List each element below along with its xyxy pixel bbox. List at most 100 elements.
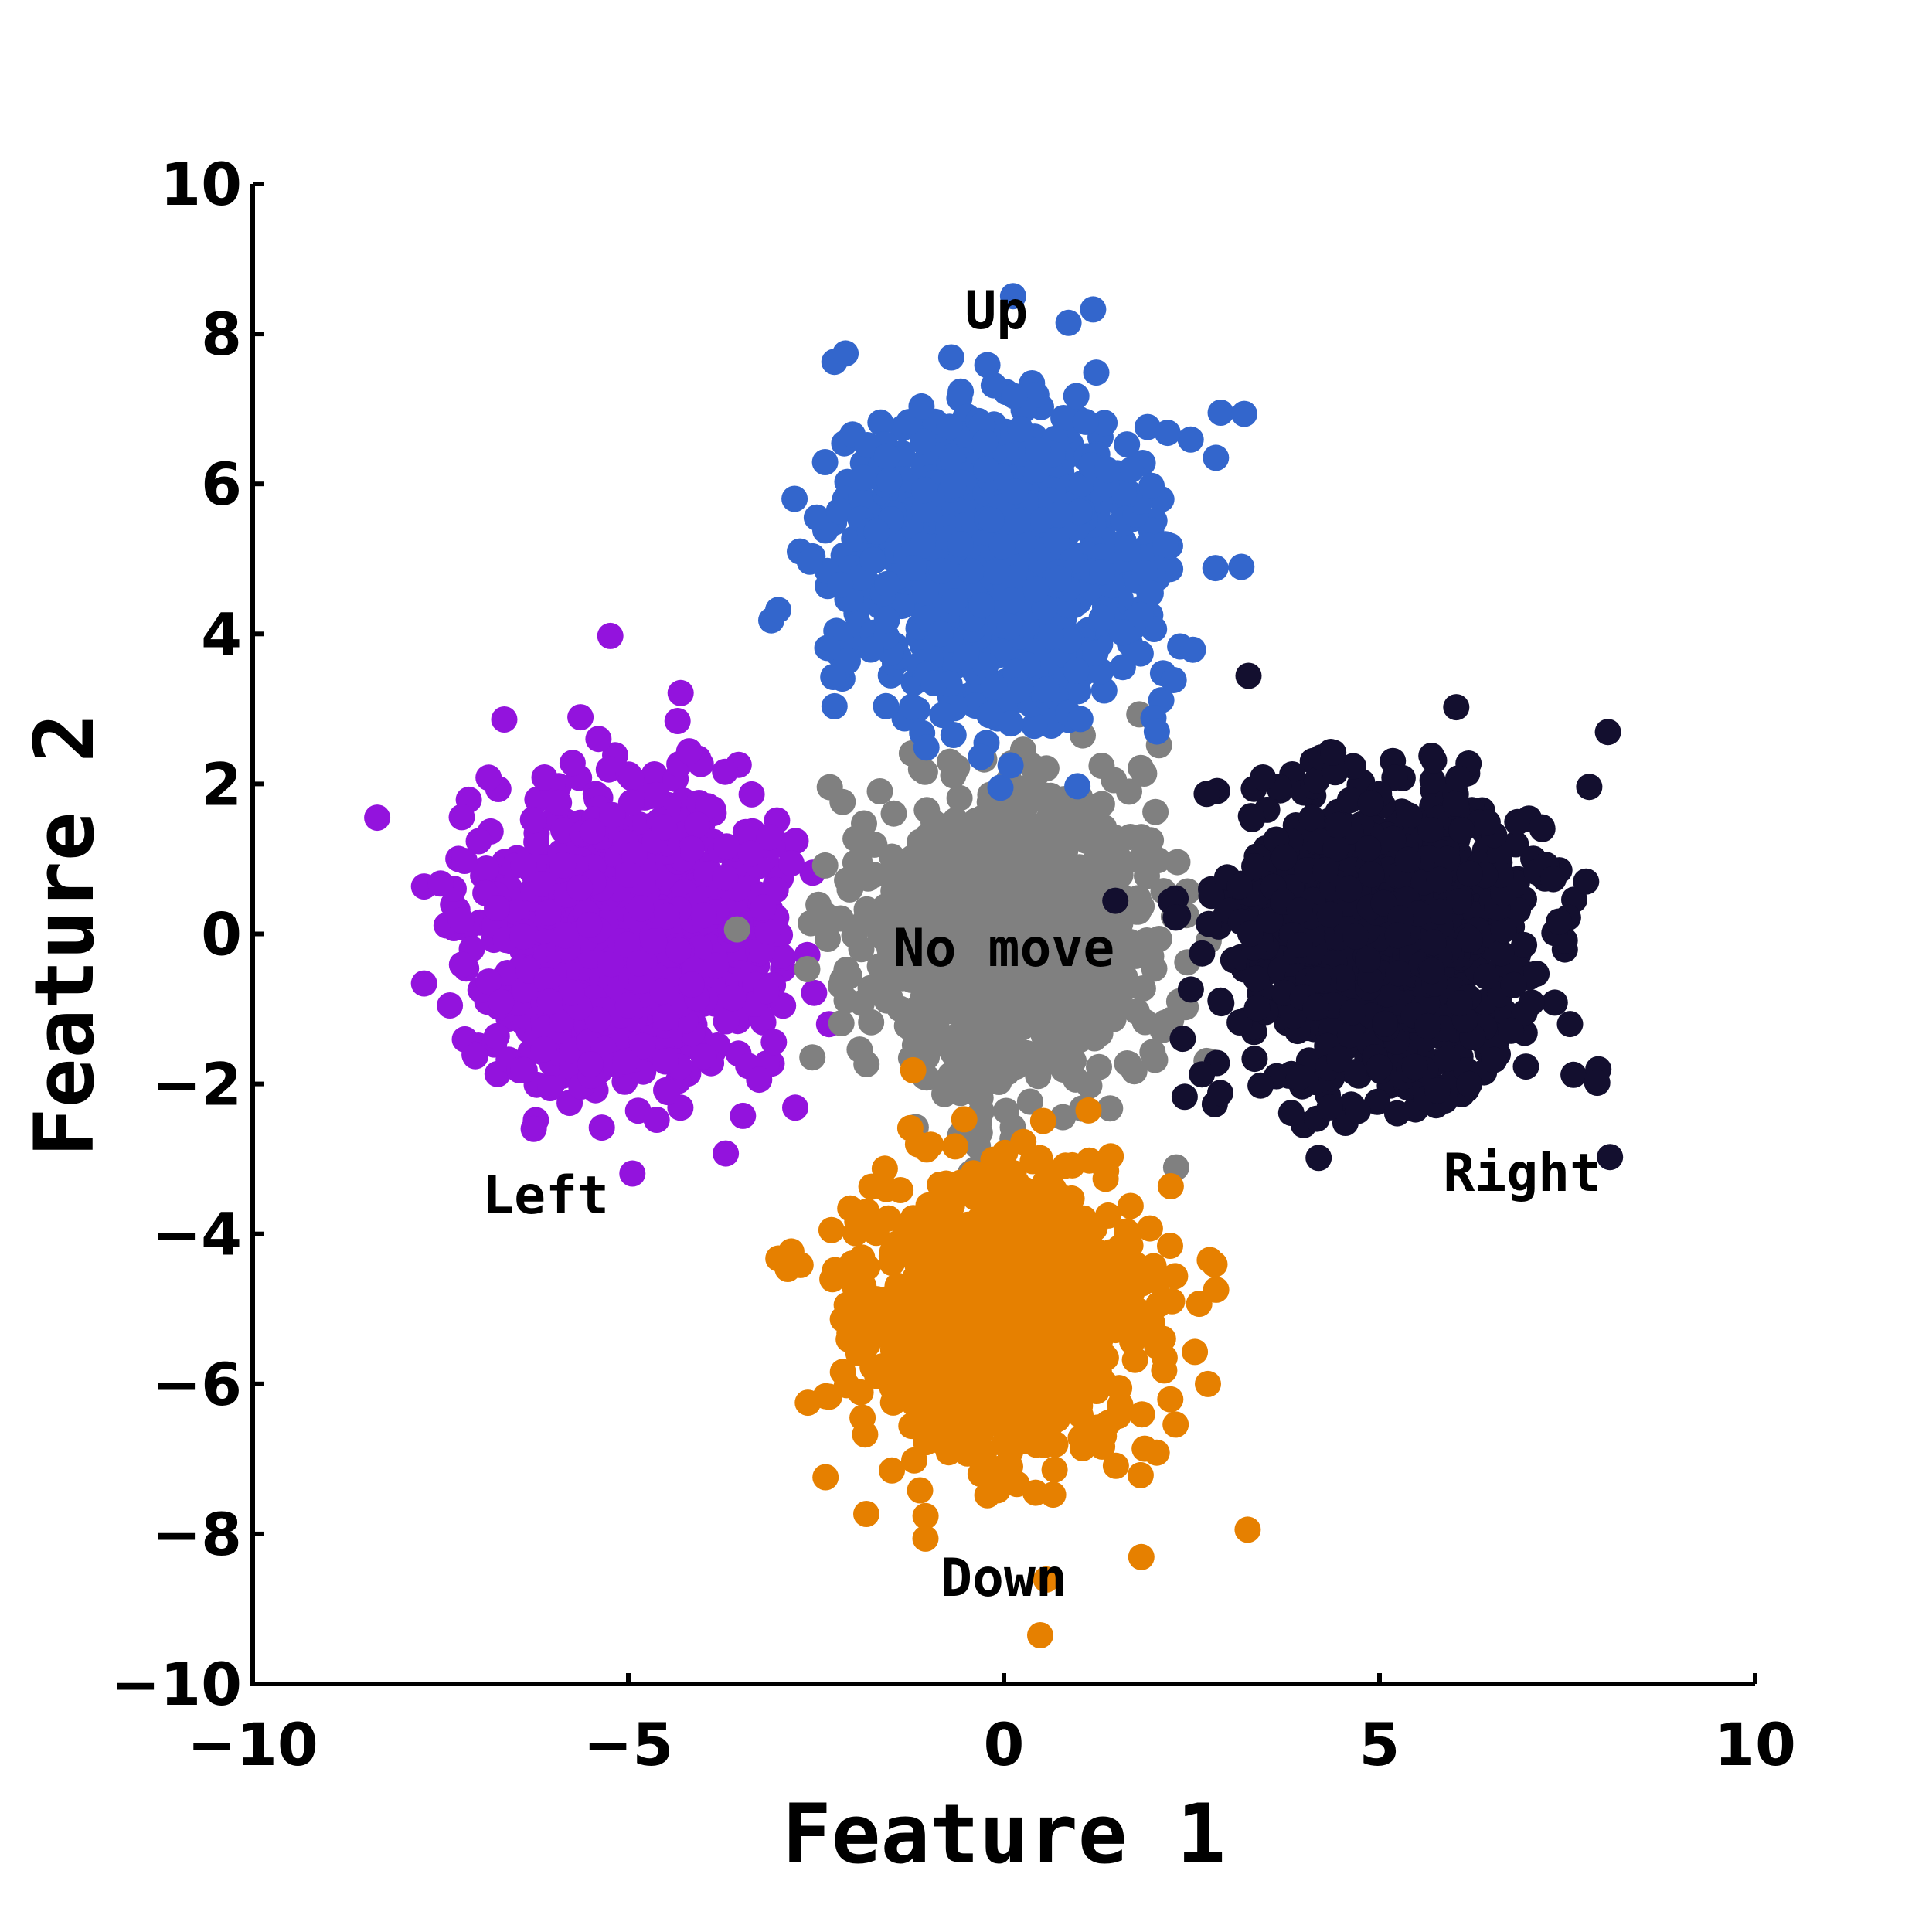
data-point xyxy=(1041,872,1068,898)
data-point xyxy=(908,393,935,420)
data-point xyxy=(987,774,1014,801)
data-point xyxy=(1445,765,1471,792)
data-point xyxy=(559,750,586,777)
data-point xyxy=(1088,753,1115,779)
data-point xyxy=(901,1447,927,1474)
data-point xyxy=(1082,640,1109,667)
data-point xyxy=(954,1440,981,1467)
data-point xyxy=(491,706,518,733)
data-point xyxy=(1594,719,1621,746)
data-point xyxy=(1426,866,1453,893)
data-point xyxy=(1138,827,1165,854)
data-point xyxy=(828,1010,855,1036)
data-point xyxy=(849,464,876,492)
data-point xyxy=(961,1057,988,1084)
data-point xyxy=(1088,604,1115,631)
data-point xyxy=(1063,383,1090,410)
data-point xyxy=(523,828,550,855)
data-point xyxy=(909,532,936,559)
data-point xyxy=(1357,967,1384,994)
data-point xyxy=(832,340,859,367)
data-point xyxy=(1090,993,1118,1020)
data-point xyxy=(920,901,947,928)
data-point xyxy=(1136,849,1163,876)
data-point xyxy=(520,1115,547,1142)
series-left xyxy=(364,622,842,1187)
data-point xyxy=(579,818,606,845)
data-point xyxy=(1243,965,1270,992)
data-point xyxy=(529,871,556,897)
data-point xyxy=(1008,1229,1035,1256)
data-point xyxy=(1160,667,1187,693)
data-point xyxy=(983,902,1010,929)
data-point xyxy=(910,1247,937,1274)
data-point xyxy=(1122,942,1149,969)
data-point xyxy=(1357,790,1384,817)
data-point xyxy=(1316,1094,1343,1121)
data-point xyxy=(1312,856,1339,883)
data-point xyxy=(1231,400,1257,427)
data-point xyxy=(851,908,878,935)
data-point xyxy=(585,726,612,753)
data-point xyxy=(1237,920,1264,947)
data-point xyxy=(1041,1456,1068,1483)
data-point xyxy=(924,1362,951,1389)
series-down xyxy=(765,1056,1261,1648)
data-point xyxy=(652,1005,679,1032)
data-point xyxy=(597,951,624,978)
data-point xyxy=(690,1043,717,1070)
data-point xyxy=(1154,420,1181,447)
data-point xyxy=(1448,817,1475,844)
data-point xyxy=(781,485,808,512)
data-point xyxy=(994,1059,1021,1086)
data-point xyxy=(1257,906,1284,934)
data-point xyxy=(968,743,995,770)
data-point xyxy=(667,679,694,706)
data-point xyxy=(1116,778,1142,805)
data-point xyxy=(1128,1543,1155,1570)
data-point xyxy=(1065,1395,1092,1422)
data-point xyxy=(1046,502,1073,529)
data-point xyxy=(511,977,538,1004)
data-point xyxy=(615,862,641,888)
data-point xyxy=(853,1501,879,1527)
data-point xyxy=(914,823,941,850)
data-point xyxy=(1058,812,1084,838)
data-point xyxy=(1195,1370,1221,1397)
data-point xyxy=(1022,576,1050,603)
data-point xyxy=(973,456,999,483)
data-point xyxy=(1335,876,1363,903)
data-point xyxy=(845,1339,872,1366)
data-point xyxy=(1241,852,1267,879)
data-point xyxy=(641,761,668,787)
data-point xyxy=(899,693,926,720)
data-point xyxy=(690,902,717,929)
data-point xyxy=(900,930,927,956)
data-point xyxy=(720,985,747,1012)
data-point xyxy=(1243,995,1271,1022)
data-point xyxy=(643,1107,670,1133)
data-point xyxy=(1090,1423,1118,1450)
data-point xyxy=(877,1284,904,1311)
data-point xyxy=(488,988,515,1015)
data-point xyxy=(844,1208,871,1235)
data-point xyxy=(811,449,839,475)
data-point xyxy=(1207,1080,1233,1107)
data-point xyxy=(1277,1100,1305,1127)
data-point xyxy=(1539,866,1567,893)
data-point xyxy=(1203,444,1230,471)
data-point xyxy=(1434,845,1461,872)
data-point xyxy=(531,764,558,791)
data-point xyxy=(1143,718,1170,745)
data-point xyxy=(1137,580,1164,607)
data-point xyxy=(912,1525,939,1552)
data-point xyxy=(1560,1061,1587,1088)
data-point xyxy=(1298,804,1325,832)
data-point xyxy=(1169,1026,1196,1053)
data-point xyxy=(1443,694,1470,721)
data-point xyxy=(629,1032,656,1060)
data-point xyxy=(1157,1386,1184,1413)
data-point xyxy=(859,546,886,573)
data-point xyxy=(626,950,652,977)
data-point xyxy=(1576,774,1603,801)
